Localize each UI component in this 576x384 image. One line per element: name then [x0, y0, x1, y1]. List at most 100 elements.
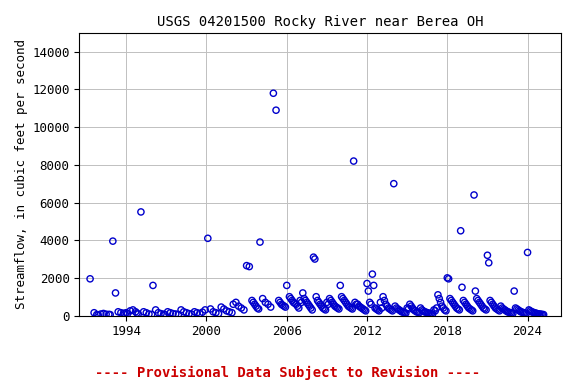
Point [166, 310, 175, 316]
Point [232, 299, 241, 305]
Point [492, 306, 501, 312]
Point [415, 310, 424, 316]
Point [326, 298, 335, 304]
Point [120, 311, 130, 317]
Point [159, 311, 168, 317]
Point [369, 282, 378, 288]
Point [305, 303, 314, 309]
Point [440, 307, 449, 313]
Point [444, 276, 453, 282]
Point [386, 307, 396, 313]
Point [482, 307, 491, 313]
Point [488, 301, 498, 307]
Point [279, 303, 289, 309]
Point [507, 310, 516, 316]
Point [325, 296, 334, 302]
Point [515, 308, 524, 314]
Point [468, 308, 478, 314]
Point [461, 301, 471, 307]
Point [163, 309, 172, 315]
Point [342, 301, 351, 307]
Point [151, 307, 160, 313]
Point [380, 298, 389, 304]
Point [128, 307, 138, 313]
Point [531, 310, 540, 316]
Point [395, 307, 404, 313]
Point [419, 308, 428, 314]
Point [131, 309, 140, 315]
Point [424, 310, 433, 316]
Point [457, 284, 467, 290]
Point [366, 301, 376, 307]
Point [195, 311, 204, 317]
Text: ---- Provisional Data Subject to Revision ----: ---- Provisional Data Subject to Revisio… [96, 366, 480, 380]
Point [502, 308, 511, 314]
Point [411, 308, 420, 314]
Point [435, 296, 444, 302]
Point [416, 305, 425, 311]
Point [498, 305, 507, 311]
Point [324, 301, 333, 307]
Title: USGS 04201500 Rocky River near Berea OH: USGS 04201500 Rocky River near Berea OH [157, 15, 483, 29]
Point [281, 304, 290, 310]
Point [494, 307, 503, 313]
Point [464, 305, 473, 311]
Point [160, 311, 169, 318]
Point [535, 311, 544, 317]
Point [445, 296, 454, 302]
Point [399, 309, 408, 315]
Point [192, 310, 202, 316]
Point [317, 303, 326, 309]
Point [421, 309, 430, 315]
Point [346, 305, 355, 311]
Point [510, 288, 519, 294]
Point [297, 299, 306, 305]
Point [132, 310, 142, 316]
Point [116, 310, 126, 316]
Point [409, 307, 418, 313]
Point [374, 308, 384, 314]
Point [378, 294, 388, 300]
Point [370, 305, 380, 311]
Point [285, 294, 294, 300]
Point [214, 311, 223, 317]
Point [486, 298, 495, 304]
Point [291, 301, 301, 307]
Point [312, 294, 321, 300]
Point [198, 309, 207, 315]
Point [123, 311, 132, 317]
Point [145, 311, 154, 317]
Point [203, 235, 213, 242]
Point [137, 209, 146, 215]
Point [520, 310, 529, 316]
Point [365, 299, 374, 305]
Point [320, 306, 329, 312]
Point [338, 296, 347, 302]
Point [295, 298, 305, 304]
Point [406, 301, 415, 307]
Point [229, 301, 238, 307]
Point [99, 310, 108, 316]
Point [504, 309, 513, 315]
Point [490, 303, 499, 309]
Point [536, 311, 545, 317]
Point [271, 107, 281, 113]
Point [275, 299, 285, 305]
Point [528, 309, 537, 315]
Point [389, 180, 399, 187]
Point [319, 305, 328, 311]
Point [456, 228, 465, 234]
Point [396, 308, 405, 314]
Point [113, 309, 123, 315]
Point [308, 307, 317, 313]
Point [392, 305, 401, 311]
Point [149, 282, 158, 288]
Point [413, 309, 422, 315]
Point [450, 303, 460, 309]
Point [253, 305, 262, 311]
Point [518, 309, 527, 315]
Point [506, 310, 515, 316]
Point [512, 306, 521, 312]
Point [174, 311, 183, 318]
Point [337, 294, 346, 300]
